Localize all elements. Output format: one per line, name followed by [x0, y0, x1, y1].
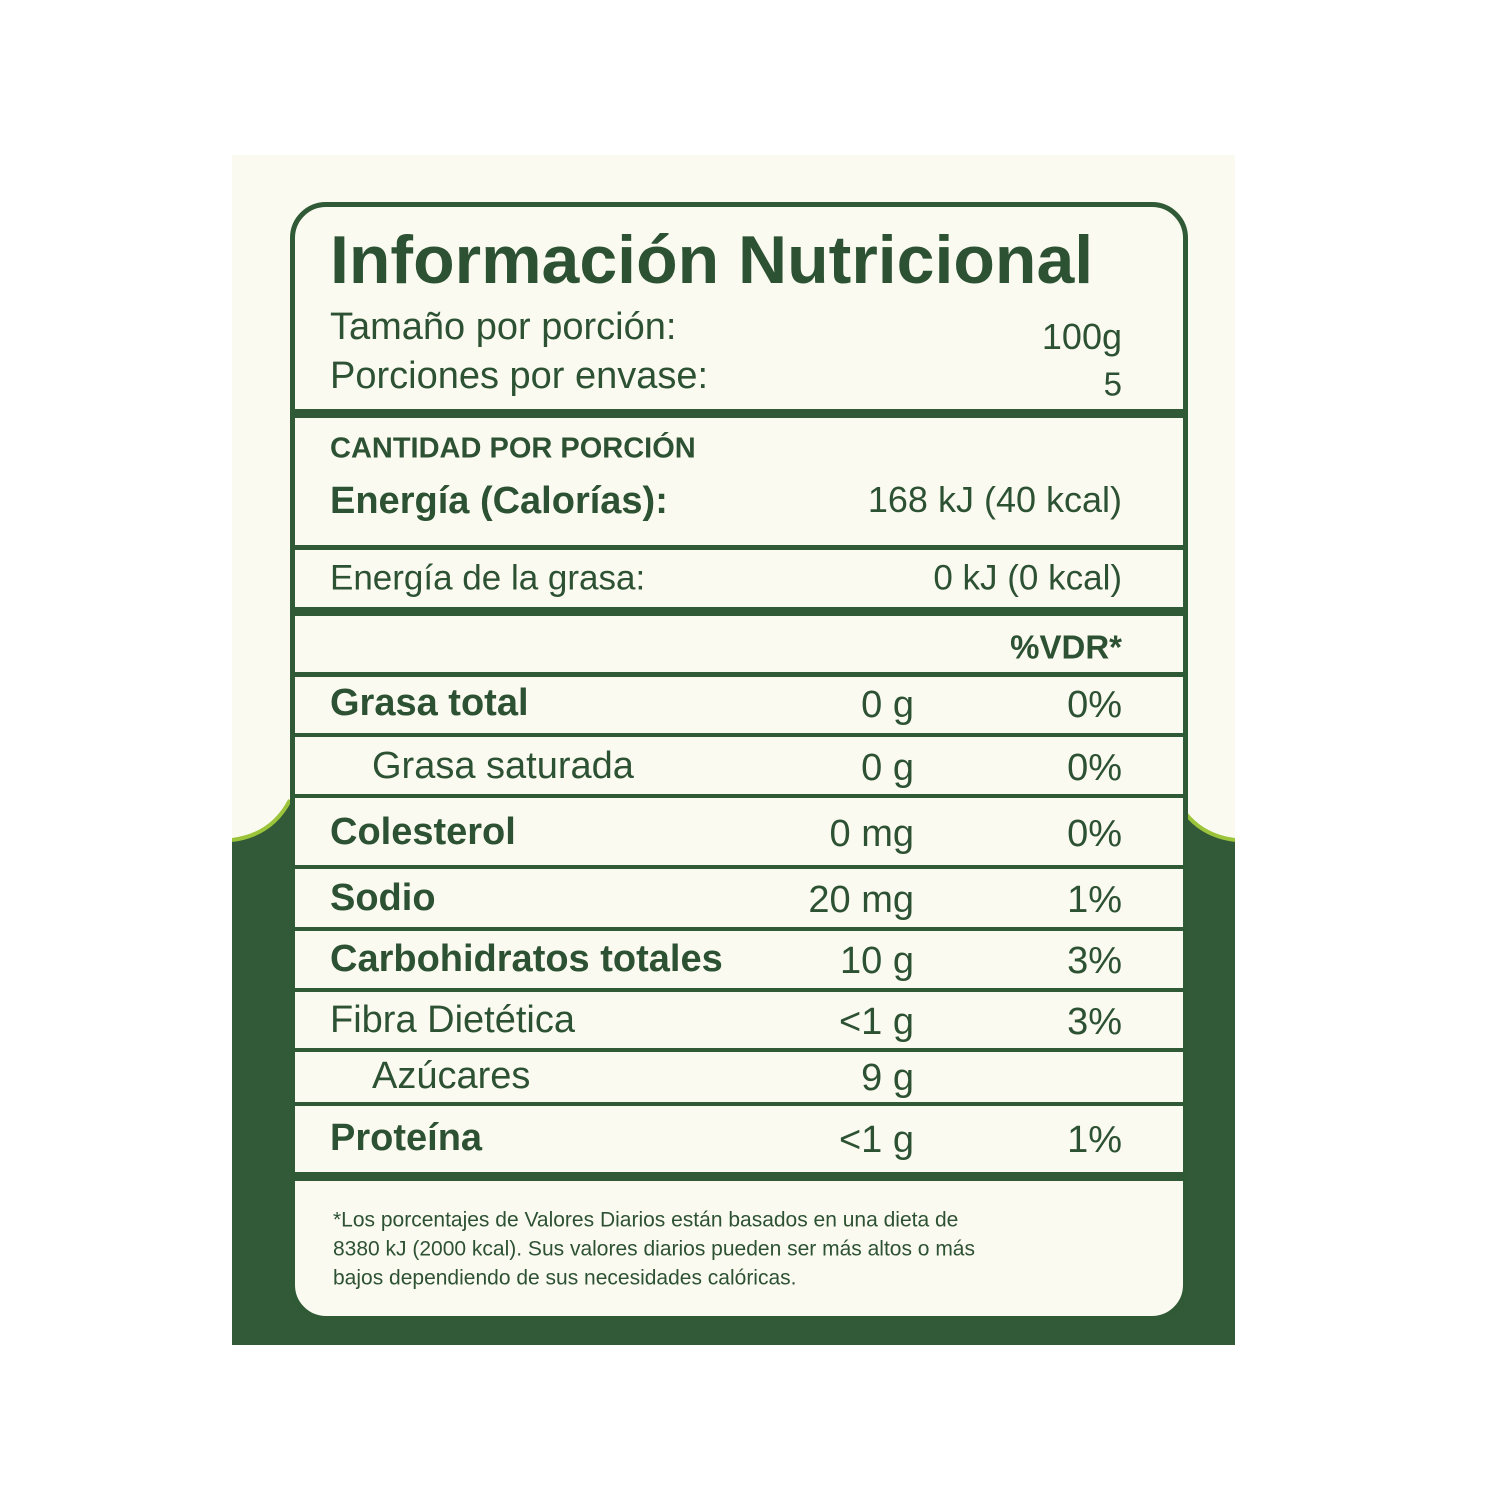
rule	[290, 865, 1188, 869]
nutrient-amount: <1 g	[838, 1001, 914, 1043]
rule	[290, 672, 1188, 677]
rule	[290, 733, 1188, 737]
nutrient-name: Carbohidratos totales	[330, 938, 723, 980]
nutrient-amount: 0 g	[861, 747, 914, 789]
nutrient-dv: 3%	[1067, 1001, 1122, 1043]
title: Información Nutricional	[330, 222, 1094, 298]
label-box	[290, 202, 1188, 1321]
nutrient-dv: 0%	[1067, 747, 1122, 789]
rule	[290, 409, 1188, 418]
nutrient-name: Azúcares	[372, 1055, 531, 1097]
rule	[290, 1172, 1188, 1181]
rule	[290, 927, 1188, 931]
footnote-line: 8380 kJ (2000 kcal). Sus valores diarios…	[333, 1237, 975, 1261]
fat-energy-value: 0 kJ (0 kcal)	[933, 558, 1122, 598]
servings-label: Porciones por envase:	[330, 355, 709, 397]
nutrient-name: Proteína	[330, 1117, 483, 1159]
nutrient-amount: <1 g	[838, 1119, 914, 1161]
nutrient-amount: 10 g	[840, 940, 914, 982]
nutrient-dv: 0%	[1067, 813, 1122, 855]
footnote-line: *Los porcentajes de Valores Diarios está…	[333, 1208, 959, 1232]
nutrient-amount: 20 mg	[808, 879, 914, 921]
rule	[290, 988, 1188, 992]
rule	[290, 794, 1188, 798]
rule	[290, 1102, 1188, 1106]
serving-size-label: Tamaño por porción:	[330, 306, 677, 348]
amount-header: CANTIDAD POR PORCIÓN	[330, 432, 696, 465]
nutrient-dv: 1%	[1067, 879, 1122, 921]
nutrient-name: Fibra Dietética	[330, 999, 575, 1041]
nutrient-dv: 3%	[1067, 940, 1122, 982]
rule	[290, 545, 1188, 550]
footnote-line: bajos dependiendo de sus necesidades cal…	[333, 1266, 797, 1290]
nutrient-name: Colesterol	[330, 811, 516, 853]
rule	[290, 607, 1188, 616]
nutrient-amount: 0 mg	[829, 813, 914, 855]
dv-header: %VDR*	[1010, 628, 1122, 666]
nutrient-name: Sodio	[330, 877, 436, 919]
nutrient-name: Grasa total	[330, 682, 529, 724]
nutrient-amount: 0 g	[861, 684, 914, 726]
fat-energy-label: Energía de la grasa:	[330, 558, 646, 598]
energy-label: Energía (Calorías):	[330, 480, 668, 522]
nutrient-dv: 1%	[1067, 1119, 1122, 1161]
nutrient-name: Grasa saturada	[372, 745, 634, 787]
servings-value: 5	[1103, 365, 1122, 403]
serving-size-value: 100g	[1041, 316, 1122, 357]
nutrient-dv: 0%	[1067, 684, 1122, 726]
energy-value: 168 kJ (40 kcal)	[867, 479, 1122, 520]
rule	[290, 1048, 1188, 1052]
nutrient-amount: 9 g	[861, 1057, 914, 1099]
